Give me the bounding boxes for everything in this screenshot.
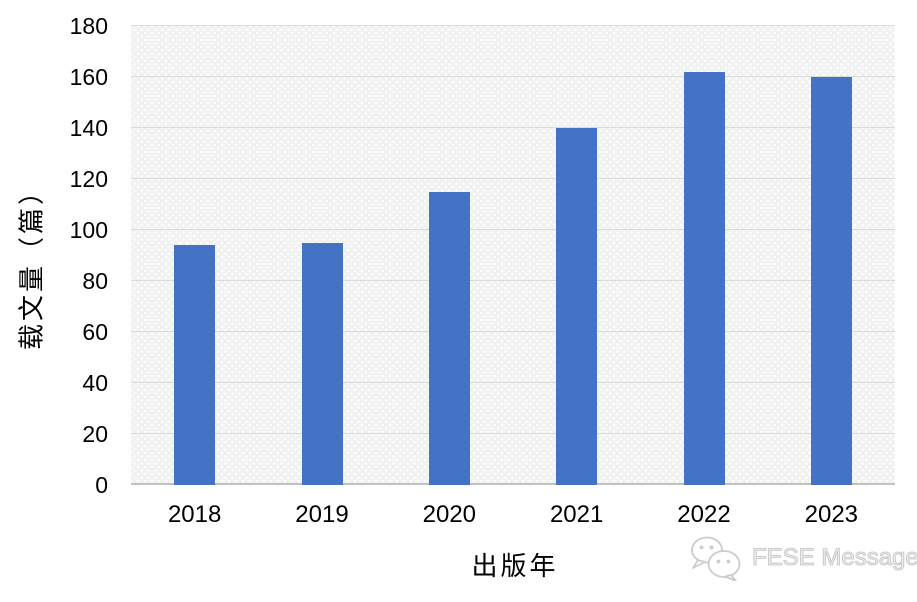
x-tick-label-2019: 2019: [295, 501, 349, 528]
gridline-0: [131, 483, 895, 485]
y-tick-label-160: 160: [69, 64, 108, 90]
gridline-60: [131, 331, 895, 332]
y-tick-label-60: 60: [82, 319, 108, 345]
y-tick-label-100: 100: [69, 217, 108, 243]
gridline-40: [131, 382, 895, 383]
bar-2020: [428, 191, 470, 485]
watermark: FESE Message: [688, 535, 917, 581]
bar-2021: [556, 128, 598, 485]
gridline-160: [131, 76, 895, 77]
y-tick-label-80: 80: [82, 268, 108, 294]
x-axis-title: 出版年: [471, 551, 559, 581]
y-tick-label-20: 20: [82, 421, 108, 447]
y-tick-label-120: 120: [69, 166, 108, 192]
x-tick-label-2023: 2023: [804, 501, 859, 528]
gridline-80: [131, 280, 895, 281]
y-tick-label-180: 180: [69, 13, 108, 39]
bar-2023: [810, 77, 852, 485]
y-tick-label-140: 140: [69, 115, 108, 141]
x-tick-label-2020: 2020: [422, 501, 477, 528]
y-tick-label-0: 0: [95, 472, 108, 498]
plot-area: [131, 25, 895, 485]
watermark-label: FESE Message: [751, 543, 917, 571]
wechat-chat-bubbles-icon: [691, 536, 741, 581]
bar-2019: [301, 242, 343, 485]
gridline-20: [131, 433, 895, 434]
gridline-100: [131, 229, 895, 230]
x-tick-label-2018: 2018: [167, 501, 222, 528]
x-tick-label-2022: 2022: [677, 501, 731, 528]
x-tick-label-2021: 2021: [549, 501, 604, 528]
bar-2022: [683, 71, 725, 485]
gridline-140: [131, 127, 895, 128]
bar-2018: [174, 245, 216, 485]
y-tick-label-40: 40: [82, 370, 108, 396]
gridline-120: [131, 178, 895, 179]
gridline-180: [131, 25, 895, 26]
